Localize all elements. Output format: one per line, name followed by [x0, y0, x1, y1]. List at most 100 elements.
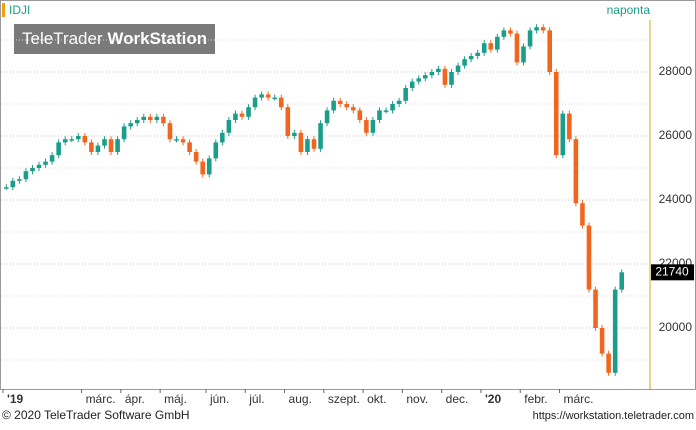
candle [468, 56, 474, 60]
x-tick-label: aug. [289, 392, 312, 406]
candle [10, 180, 16, 188]
candle [141, 116, 147, 120]
footer-right: https://workstation.teletrader.com [533, 410, 694, 422]
candle [429, 72, 435, 76]
candle [23, 171, 29, 180]
candle [233, 113, 238, 120]
watermark-box [14, 24, 215, 54]
candle [259, 94, 264, 98]
last-value-label: 21740 [655, 264, 689, 278]
candle [324, 110, 330, 124]
candle [364, 120, 369, 133]
x-tick-label: júl. [248, 392, 264, 406]
y-tick-label: 26000 [659, 128, 693, 142]
watermark: TeleTrader WorkStation [22, 29, 207, 48]
candle [619, 272, 625, 290]
candle [423, 75, 428, 79]
last-value-box [651, 264, 694, 281]
candle [226, 120, 232, 133]
candle [462, 59, 467, 66]
candle [606, 353, 611, 373]
candle [82, 136, 88, 143]
candle [62, 139, 68, 143]
candle [390, 104, 395, 111]
candle [128, 123, 133, 127]
candle [586, 225, 592, 290]
candle [442, 68, 448, 85]
watermark-part: WorkStation [107, 29, 207, 48]
candle [599, 328, 605, 354]
candle [580, 203, 585, 226]
x-tick-label: nov. [406, 392, 428, 406]
period: naponta [607, 3, 651, 17]
candle [370, 120, 376, 133]
x-tick-label: febr. [524, 392, 547, 406]
x-tick-label: '19 [7, 392, 24, 406]
candle [272, 97, 278, 100]
candle [377, 110, 382, 120]
candle [278, 97, 284, 108]
x-tick-label: márc. [86, 392, 116, 406]
candle [547, 30, 552, 72]
x-tick-label: jún. [209, 392, 229, 406]
x-tick-label: ápr. [125, 392, 145, 406]
candle [488, 43, 494, 50]
candle [43, 161, 48, 165]
candle [508, 30, 513, 34]
candle [436, 68, 441, 72]
x-tick-label: okt. [367, 392, 386, 406]
candle [396, 100, 402, 104]
y-tick-label: 20000 [659, 320, 693, 334]
candle [200, 161, 205, 175]
candle [318, 123, 323, 149]
candle [298, 132, 304, 152]
candle [305, 139, 310, 152]
symbol: IDJI [9, 3, 30, 17]
symbol-marker [2, 3, 5, 17]
candle [265, 94, 271, 98]
candle [567, 113, 572, 140]
candle [593, 289, 598, 328]
y-tick-label: 24000 [659, 192, 693, 206]
candle [495, 36, 500, 50]
x-tick-label: dec. [446, 392, 469, 406]
candle [475, 52, 480, 56]
candle [455, 65, 461, 72]
candle [311, 139, 317, 149]
candle [501, 30, 507, 37]
candle [121, 126, 127, 140]
candle [527, 30, 533, 47]
candle [553, 72, 559, 156]
candle [449, 72, 454, 85]
candle [285, 107, 291, 136]
candle [409, 81, 415, 88]
candle [174, 139, 179, 141]
candle [115, 139, 120, 152]
candle [246, 107, 251, 117]
candle [521, 46, 526, 63]
candle [76, 136, 81, 140]
candle [534, 27, 539, 31]
candle [134, 120, 140, 124]
candle [220, 132, 225, 143]
candle [357, 110, 363, 120]
candle [108, 139, 114, 152]
candle [252, 97, 258, 108]
candle [95, 145, 101, 152]
candle [102, 139, 107, 146]
footer-left: © 2020 TeleTrader Software GmbH [2, 408, 190, 422]
candle [612, 289, 618, 373]
candle [161, 116, 166, 124]
candle [514, 33, 520, 63]
candle [337, 100, 343, 104]
x-tick-label: márc. [564, 392, 594, 406]
candle [331, 100, 336, 111]
candle [30, 168, 35, 172]
candle [56, 142, 61, 156]
candle [403, 88, 408, 101]
candle [383, 110, 389, 112]
x-tick-label: máj. [164, 392, 187, 406]
candle [187, 142, 192, 152]
candle [573, 139, 579, 204]
